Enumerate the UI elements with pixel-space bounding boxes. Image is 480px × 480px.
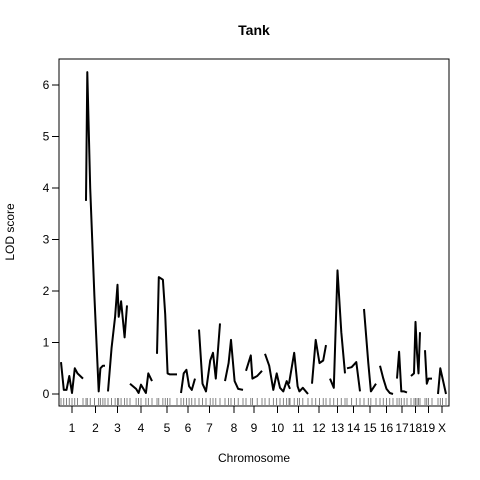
x-tick-label: 16 <box>380 421 394 435</box>
x-tick-label: X <box>438 421 446 435</box>
x-tick-label: 1 <box>69 421 76 435</box>
lod-curve-chr-10 <box>264 353 291 393</box>
lod-curve-chr-9 <box>245 354 263 380</box>
x-tick-label: 17 <box>395 421 409 435</box>
x-tick-label: 18 <box>409 421 423 435</box>
lod-curve-chr-4 <box>129 372 153 394</box>
lod-curve-chr-1 <box>60 361 84 394</box>
chart-title: Tank <box>238 22 270 38</box>
x-tick-label: 19 <box>422 421 436 435</box>
y-tick-label: 4 <box>43 181 50 195</box>
lod-curve-chr-7 <box>198 323 221 393</box>
x-tick-label: 14 <box>347 421 361 435</box>
y-axis: 0 1 2 3 4 5 6 <box>43 78 60 401</box>
lod-curve-chr-18 <box>410 320 421 377</box>
x-tick-label: 11 <box>292 421 305 435</box>
lod-curve-chr-15 <box>363 308 377 393</box>
lod-curve-chr-13 <box>329 269 346 389</box>
y-tick-label: 5 <box>43 130 50 144</box>
x-tick-label: 6 <box>185 421 192 435</box>
marker-rug <box>60 398 447 405</box>
x-axis-label: Chromosome <box>218 451 290 465</box>
lod-curve-chr-19 <box>424 350 432 385</box>
lod-curve-chr-X <box>437 367 447 395</box>
y-tick-label: 6 <box>43 78 50 92</box>
lod-curve-chr-14 <box>346 361 361 392</box>
x-tick-label: 15 <box>363 421 377 435</box>
lod-curve-chr-12 <box>311 338 327 384</box>
lod-curve-chr-5 <box>156 276 177 376</box>
lod-curve-chr-2 <box>85 71 105 393</box>
x-axis: 1 2 3 4 5 6 7 8 9 10 11 12 13 14 15 16 17 18 19 X <box>69 406 446 435</box>
y-axis-label: LOD score <box>3 203 17 261</box>
y-tick-label: 1 <box>43 336 50 350</box>
x-tick-label: 3 <box>114 421 121 435</box>
lod-curves <box>60 71 447 395</box>
y-tick-label: 2 <box>43 284 50 298</box>
x-tick-label: 8 <box>231 421 238 435</box>
lod-curve-chr-3 <box>107 283 128 392</box>
y-tick-label: 0 <box>43 387 50 401</box>
x-tick-label: 13 <box>331 421 345 435</box>
x-tick-label: 9 <box>251 421 258 435</box>
lod-curve-chr-11 <box>288 351 309 395</box>
lod-curve-chr-16 <box>379 365 394 395</box>
x-tick-label: 4 <box>138 421 145 435</box>
x-tick-label: 10 <box>271 421 285 435</box>
y-tick-label: 3 <box>43 233 50 247</box>
lod-curve-chr-8 <box>224 338 244 391</box>
x-tick-label: 2 <box>92 421 99 435</box>
lod-curve-chr-17 <box>396 350 408 394</box>
lod-curve-chr-6 <box>180 368 196 394</box>
x-tick-label: 7 <box>206 421 213 435</box>
x-tick-label: 12 <box>312 421 326 435</box>
x-tick-label: 5 <box>164 421 171 435</box>
